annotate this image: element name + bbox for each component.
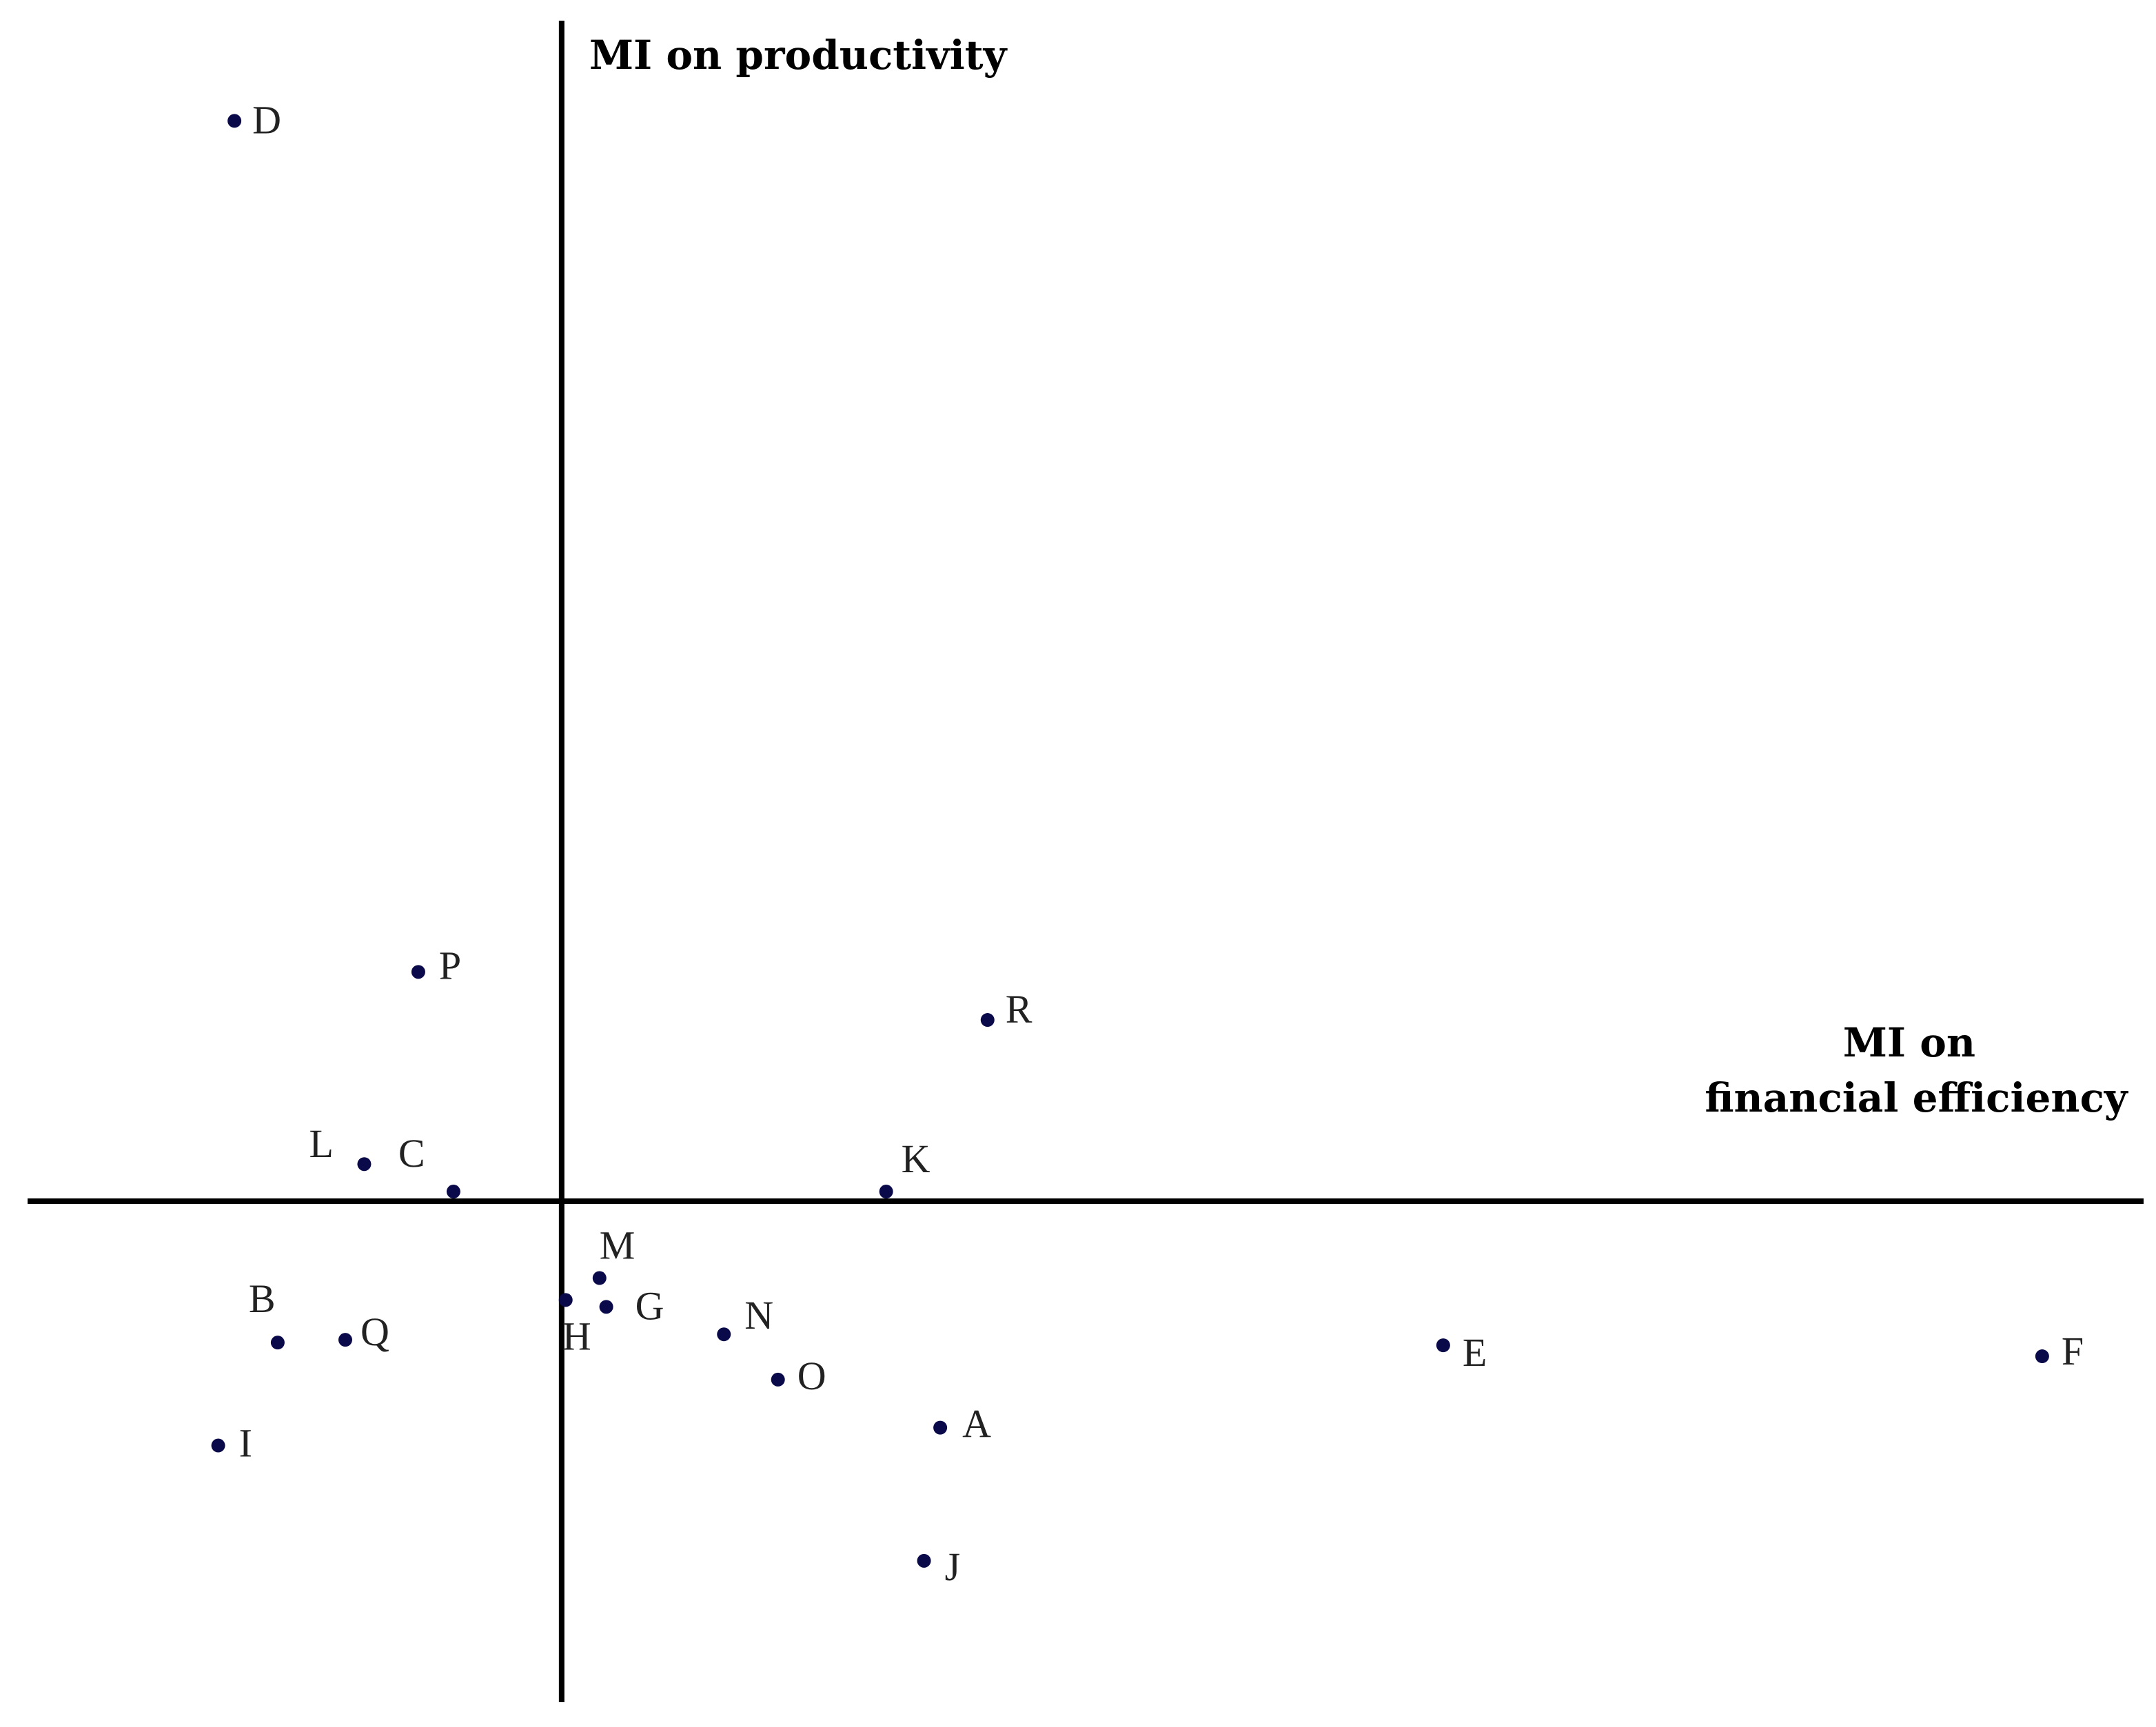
data-point-q: Q bbox=[338, 1309, 389, 1354]
point-label: O bbox=[797, 1353, 826, 1398]
point-marker bbox=[227, 114, 242, 128]
x-axis-title: MI on financial efficiency bbox=[1705, 1019, 2129, 1121]
point-label: B bbox=[249, 1276, 276, 1321]
x-axis-title-line-2: financial efficiency bbox=[1705, 1074, 2129, 1121]
point-label: E bbox=[1463, 1330, 1487, 1375]
point-marker bbox=[771, 1372, 785, 1387]
point-label: J bbox=[945, 1544, 961, 1589]
data-point-n: N bbox=[717, 1293, 773, 1342]
point-label: F bbox=[2062, 1329, 2084, 1373]
data-point-i: I bbox=[211, 1421, 252, 1466]
point-marker bbox=[411, 965, 425, 979]
data-point-h: H bbox=[558, 1293, 591, 1358]
data-point-j: J bbox=[917, 1544, 961, 1589]
point-marker bbox=[211, 1438, 225, 1453]
data-point-m: M bbox=[592, 1223, 635, 1285]
point-label: H bbox=[562, 1314, 591, 1358]
data-point-r: R bbox=[980, 987, 1033, 1032]
data-point-o: O bbox=[771, 1353, 826, 1398]
point-marker bbox=[717, 1327, 731, 1342]
point-marker bbox=[357, 1157, 372, 1172]
point-label: R bbox=[1006, 987, 1033, 1032]
point-marker bbox=[1436, 1338, 1450, 1353]
point-label: Q bbox=[360, 1309, 389, 1354]
y-axis-title: MI on productivity bbox=[589, 32, 1008, 79]
data-point-k: K bbox=[879, 1136, 930, 1199]
point-marker bbox=[558, 1293, 573, 1307]
data-point-d: D bbox=[227, 97, 281, 142]
data-point-g: G bbox=[599, 1283, 664, 1328]
data-point-e: E bbox=[1436, 1330, 1487, 1375]
point-marker bbox=[270, 1336, 285, 1350]
data-point-f: F bbox=[2035, 1329, 2084, 1373]
point-marker bbox=[2035, 1349, 2049, 1364]
point-marker bbox=[933, 1420, 948, 1435]
point-label: C bbox=[398, 1131, 425, 1176]
data-point-p: P bbox=[411, 943, 461, 988]
axes bbox=[28, 21, 2144, 1702]
data-point-b: B bbox=[249, 1276, 285, 1350]
point-marker bbox=[599, 1300, 613, 1314]
x-axis-title-line-1: MI on bbox=[1843, 1019, 1975, 1066]
point-label: N bbox=[744, 1293, 773, 1338]
point-label: A bbox=[962, 1402, 991, 1447]
point-marker bbox=[592, 1271, 607, 1285]
point-marker bbox=[879, 1185, 893, 1199]
data-point-a: A bbox=[933, 1402, 991, 1447]
point-marker bbox=[917, 1553, 931, 1568]
point-label: I bbox=[239, 1421, 252, 1466]
point-label: M bbox=[600, 1223, 635, 1268]
data-point-l: L bbox=[309, 1121, 372, 1172]
point-label: L bbox=[309, 1121, 333, 1166]
data-point-c: C bbox=[398, 1131, 460, 1199]
data-points: A B C D E F GH I J K L M NO P Q R bbox=[211, 97, 2084, 1589]
point-label: P bbox=[439, 943, 461, 988]
point-label: K bbox=[902, 1136, 930, 1181]
point-label: G bbox=[635, 1283, 664, 1328]
point-marker bbox=[446, 1185, 460, 1199]
point-marker bbox=[338, 1333, 352, 1347]
point-label: D bbox=[252, 97, 281, 142]
point-marker bbox=[980, 1013, 995, 1028]
